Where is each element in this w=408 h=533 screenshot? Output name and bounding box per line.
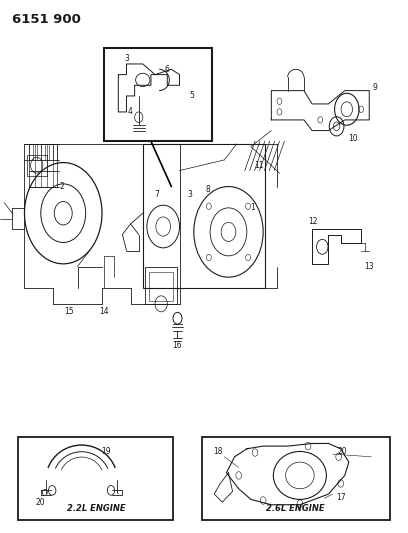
Bar [145, 266, 177, 304]
Bar [29, 144, 57, 187]
Text: 12: 12 [308, 217, 317, 225]
Text: 11: 11 [254, 161, 264, 169]
Text: 14: 14 [99, 308, 109, 316]
Text: 18: 18 [213, 447, 223, 456]
Bar [202, 437, 390, 520]
Text: 19: 19 [101, 448, 111, 456]
Text: 1: 1 [251, 204, 255, 212]
Bar [18, 437, 173, 520]
Text: 3: 3 [124, 54, 129, 63]
Text: 17: 17 [336, 493, 346, 502]
Text: 13: 13 [364, 262, 374, 271]
Text: 4: 4 [128, 108, 133, 116]
Text: 2.6L ENGINE: 2.6L ENGINE [266, 504, 325, 513]
Text: 20: 20 [36, 498, 46, 507]
Text: 10: 10 [348, 134, 358, 143]
Text: 20: 20 [338, 447, 348, 456]
Bar [149, 272, 173, 301]
Text: 7: 7 [155, 190, 160, 199]
Text: 2: 2 [59, 182, 64, 191]
Text: 8: 8 [206, 185, 211, 193]
Bar [27, 155, 47, 176]
Text: 16: 16 [173, 341, 182, 350]
Text: 15: 15 [64, 308, 74, 316]
Bar [104, 48, 212, 141]
Text: 3: 3 [187, 190, 192, 199]
Text: 9: 9 [373, 84, 378, 92]
Text: 5: 5 [189, 92, 194, 100]
Text: 6151 900: 6151 900 [12, 13, 81, 26]
Bar [143, 144, 265, 288]
Text: 6: 6 [165, 65, 170, 74]
Text: 2.2L ENGINE: 2.2L ENGINE [67, 504, 125, 513]
